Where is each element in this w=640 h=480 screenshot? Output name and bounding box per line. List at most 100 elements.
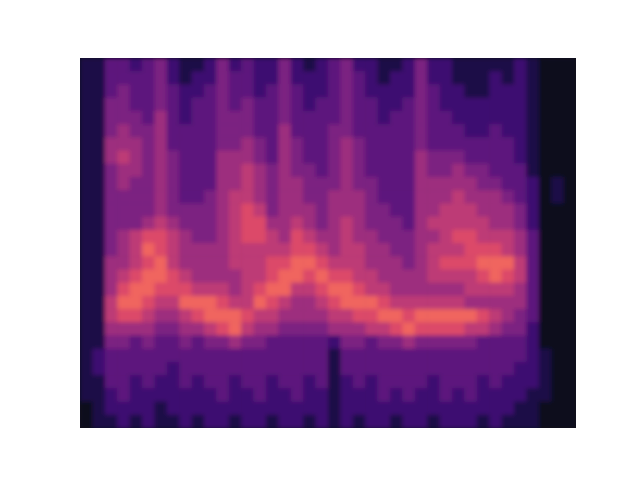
heatmap-cell (316, 217, 329, 231)
heatmap-cell (117, 336, 130, 350)
heatmap-cell (179, 269, 192, 283)
heatmap-cell (526, 375, 539, 389)
heatmap-cell (526, 362, 539, 376)
heatmap-cell (303, 164, 316, 178)
heatmap-cell (316, 190, 329, 204)
heatmap-cell (204, 177, 217, 191)
heatmap-cell (415, 256, 428, 270)
heatmap-cell (241, 190, 254, 204)
heatmap-cell (489, 322, 502, 336)
heatmap-cell (564, 388, 576, 402)
heatmap-cell (179, 71, 192, 85)
heatmap-cell (328, 349, 341, 363)
heatmap-cell (92, 177, 105, 191)
heatmap-cell (564, 283, 576, 297)
heatmap-cell (179, 164, 192, 178)
heatmap-cell (514, 322, 527, 336)
heatmap-cell (229, 243, 242, 257)
heatmap-cell (241, 296, 254, 310)
heatmap-cell (440, 322, 453, 336)
heatmap-cell (105, 283, 118, 297)
heatmap-cell (514, 269, 527, 283)
heatmap-cell (514, 230, 527, 244)
heatmap-cell (303, 203, 316, 217)
heatmap-cell (278, 217, 291, 231)
heatmap-cell (142, 230, 155, 244)
heatmap-cell (316, 283, 329, 297)
heatmap-cell (241, 256, 254, 270)
heatmap-cell (427, 203, 440, 217)
heatmap-cell (464, 137, 477, 151)
heatmap-cell (192, 58, 205, 72)
heatmap-cell (440, 336, 453, 350)
heatmap-cell (278, 58, 291, 72)
heatmap-cell (539, 402, 552, 416)
heatmap-cell (539, 256, 552, 270)
heatmap-cell (241, 322, 254, 336)
heatmap-cell (564, 164, 576, 178)
heatmap-cell (229, 58, 242, 72)
heatmap-cell (229, 137, 242, 151)
heatmap-cell (167, 190, 180, 204)
heatmap-cell (340, 111, 353, 125)
heatmap-cell (415, 243, 428, 257)
heatmap-cell (328, 230, 341, 244)
heatmap-cell (117, 71, 130, 85)
heatmap-cell (514, 58, 527, 72)
heatmap-cell (328, 177, 341, 191)
heatmap-cell (427, 415, 440, 428)
heatmap-cell (216, 256, 229, 270)
heatmap-cell (154, 336, 167, 350)
heatmap-cell (130, 84, 143, 98)
heatmap-cell (303, 415, 316, 428)
heatmap-cell (204, 190, 217, 204)
heatmap-cell (390, 375, 403, 389)
heatmap-cell (80, 388, 93, 402)
heatmap-cell (278, 230, 291, 244)
heatmap-cell (254, 177, 267, 191)
heatmap-cell (464, 283, 477, 297)
heatmap-cell (303, 151, 316, 165)
heatmap-cell (477, 111, 490, 125)
heatmap-cell (415, 296, 428, 310)
plot-background (80, 58, 576, 428)
heatmap-cell (340, 309, 353, 323)
heatmap-cell (353, 362, 366, 376)
heatmap-cell (378, 322, 391, 336)
heatmap-cell (142, 151, 155, 165)
heatmap-cell (142, 84, 155, 98)
heatmap-cell (526, 164, 539, 178)
heatmap-cell (92, 203, 105, 217)
heatmap-cell (105, 415, 118, 428)
heatmap-cell (551, 349, 564, 363)
heatmap-cell (514, 98, 527, 112)
heatmap-cell (390, 283, 403, 297)
heatmap-cell (415, 217, 428, 231)
heatmap-cell (316, 402, 329, 416)
heatmap-cell (80, 71, 93, 85)
heatmap-cell (278, 151, 291, 165)
heatmap-cell (477, 164, 490, 178)
heatmap-cell (229, 203, 242, 217)
heatmap-cell (254, 349, 267, 363)
heatmap-cell (278, 84, 291, 98)
heatmap-cell (402, 349, 415, 363)
heatmap-cell (489, 164, 502, 178)
heatmap-cell (440, 256, 453, 270)
heatmap-cell (167, 402, 180, 416)
heatmap-cell (502, 362, 515, 376)
heatmap-cell (353, 309, 366, 323)
heatmap-cell (167, 309, 180, 323)
heatmap-cell (278, 164, 291, 178)
heatmap-cell (551, 415, 564, 428)
heatmap-cell (80, 362, 93, 376)
heatmap-cell (477, 402, 490, 416)
heatmap-cell (241, 415, 254, 428)
heatmap-cell (328, 58, 341, 72)
heatmap-cell (216, 415, 229, 428)
heatmap-cell (216, 322, 229, 336)
heatmap-cell (105, 230, 118, 244)
heatmap-cell (229, 111, 242, 125)
heatmap-cell (477, 230, 490, 244)
heatmap-cell (489, 190, 502, 204)
